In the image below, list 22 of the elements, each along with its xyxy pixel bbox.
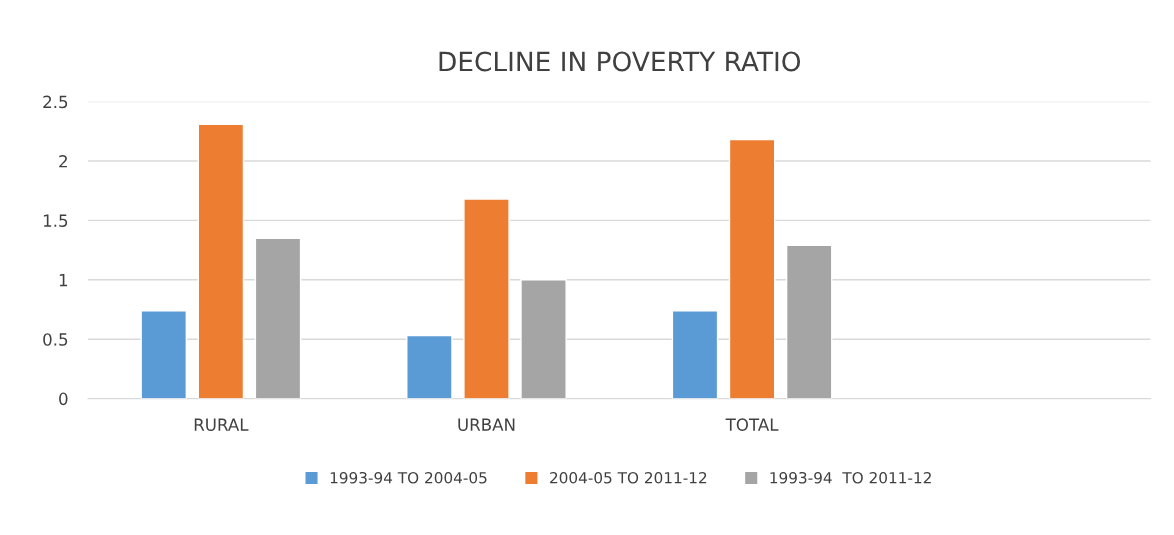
- y-tick-label: 1: [59, 273, 68, 287]
- y-tick-label: 1.5: [43, 214, 68, 227]
- y-tick-label: 2.5: [43, 95, 68, 109]
- bar: [728, 138, 776, 399]
- y-tick-label: 0.5: [43, 333, 68, 346]
- bar: [197, 123, 245, 399]
- bar: [406, 334, 453, 399]
- y-tick-label: 0: [59, 392, 68, 406]
- legend-label: 1993-94 TO 2004-05: [330, 471, 487, 484]
- x-tick-label: RURAL: [194, 418, 249, 431]
- bar: [140, 309, 188, 399]
- x-tick-label: URBAN: [458, 418, 515, 431]
- x-tick-label: TOTAL: [725, 418, 779, 431]
- legend-label: 2004-05 TO 2011-12: [550, 471, 707, 484]
- bar: [671, 309, 719, 399]
- chart-title: DECLINE IN POVERTY RATIO: [439, 51, 801, 72]
- y-tick-label: 2: [59, 155, 67, 168]
- bar: [785, 244, 833, 399]
- bar: [254, 237, 302, 399]
- bar: [463, 198, 510, 399]
- legend-label: 1993-94 TO 2011-12: [770, 471, 931, 484]
- bar: [520, 279, 567, 399]
